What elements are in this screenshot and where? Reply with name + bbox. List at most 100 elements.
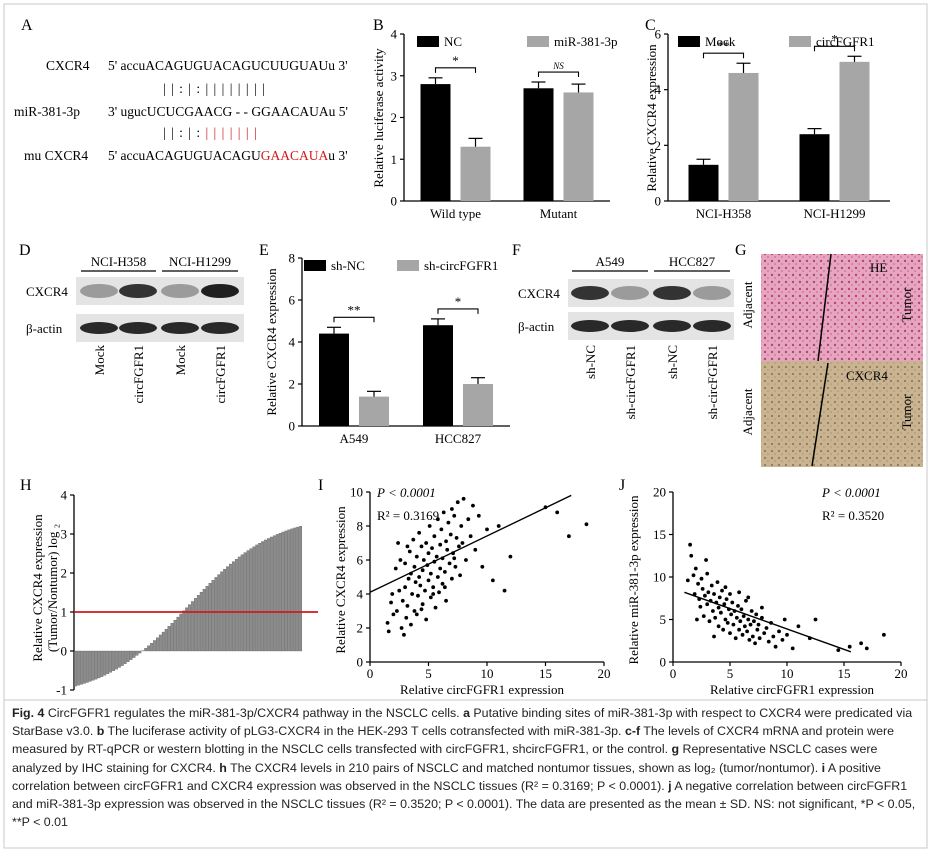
scatter-point [460,541,465,545]
y-tick-label: 6 [655,27,662,42]
x-tick-label: 5 [727,666,734,681]
scatter-point [847,644,852,649]
scatter-point [397,588,402,593]
lane-label: sh-NC [583,345,598,379]
x-tick-label: 20 [598,666,611,681]
blot-row-label: β-actin [518,319,555,334]
blot-band [201,322,239,334]
waterfall-bar [153,640,156,652]
scatter-point [426,551,431,556]
scatter-point [777,629,781,634]
y-tick-label: 0 [391,194,398,209]
x-tick-label: 10 [481,666,494,681]
panel-j: J P < 0.0001 R² = 0.3520 Relative circFG… [619,477,908,697]
panel-f: F A549 HCC827 CXCR4 β-actin sh-NC sh-circFGFR… [512,242,734,419]
waterfall-bar [135,650,139,656]
significance-bracket [813,45,856,52]
scatter-point [741,614,746,618]
waterfall-bar [126,650,130,662]
scatter-point [748,622,753,627]
waterfall-bar [164,629,168,652]
waterfall-bar [112,650,115,671]
y-tick-label: 0 [289,419,296,434]
scatter-point [555,510,560,515]
waterfall-bar [85,650,89,683]
scatter-point [442,570,447,574]
seq-cxcr4: 5' accuACAGUGUACAGUCUUGUAUu 3' [108,58,348,73]
x-tick-label: 20 [895,666,908,681]
scatter-point [490,578,495,583]
i-pval: P < 0.0001 [376,485,436,500]
panel-e: E Relative CXCR4 expression 0 2 4 6 8 A549 ** H… [259,242,510,446]
blot-band [653,286,691,300]
bar [420,84,451,201]
waterfall-bar [205,585,209,652]
blot-row-label: CXCR4 [518,286,560,301]
seq-mu: 5' accuACAGUGUACAGUGAACAUAu 3' [108,148,348,163]
legend-swatch [527,36,549,47]
y-tick-label: 0 [660,655,667,670]
y-tick-label: 5 [660,612,667,627]
scatter-point [733,636,738,641]
panel-h: H Relative CXCR4 expression (Tumor/Nontu… [20,477,318,698]
blot-band [693,320,731,332]
caption-text: The luciferase activity of pLG3-CXCR4 in… [104,724,625,739]
blot-band [119,322,157,334]
he-boundary [817,253,832,362]
bar [688,164,719,201]
h-ylabel-1: Relative CXCR4 expression [30,514,45,662]
waterfall-bar [120,650,124,666]
panel-letter-j: J [619,477,625,494]
scatter-point [785,632,789,637]
g-tumor-top: Tumor [899,287,914,323]
waterfall-bar [223,569,227,652]
j-r2: R² = 0.3520 [822,508,884,523]
chart-j: 0 5 10 15 20 0 5 10 15 20 [653,485,908,682]
y-tick-label: 1 [61,605,68,620]
y-tick-label: 6 [357,553,364,568]
bar [319,333,349,426]
y-tick-label: 0 [655,194,662,209]
ihc-boundary [811,362,829,467]
scatter-point [696,581,700,586]
scatter-point [464,558,468,562]
scatter-point [750,634,755,639]
scatter-point [430,546,434,550]
scatter-point [705,571,710,576]
waterfall-bar [155,637,159,652]
waterfall-bar [211,580,215,652]
b-ylabel: Relative luciferase activity [371,48,386,188]
scatter-point [403,585,407,590]
scatter-point [406,576,411,581]
caption-panel-ref: c-f [624,724,641,739]
significance-mark: ** [717,38,730,53]
scatter-point [715,580,720,584]
waterfall-bar [269,536,273,652]
significance-mark: * [452,53,459,68]
scatter-point [433,605,438,610]
waterfall-bar [234,559,238,652]
waterfall-bar [106,650,110,675]
caption-panel-ref: h [219,760,227,775]
waterfall-bar [208,582,212,652]
scatter-point [508,554,513,559]
waterfall-bar [299,526,303,652]
scatter-point [447,561,452,566]
scatter-point [412,564,417,569]
blot-row-label: CXCR4 [26,284,68,299]
waterfall-bar [74,650,77,687]
scatter-point [728,592,732,596]
blot-band [80,284,118,298]
y-tick-label: 0 [357,655,364,670]
scatter-point [431,585,436,590]
waterfall-bar [88,650,92,682]
y-tick-label: 0 [61,644,68,659]
waterfall-bar [150,642,153,652]
panel-letter-g: G [735,242,747,259]
scatter-point [813,617,818,622]
lane-label: Mock [92,345,107,376]
waterfall-bar [100,650,104,677]
scatter-point [414,554,419,559]
category-label: A549 [340,431,369,446]
